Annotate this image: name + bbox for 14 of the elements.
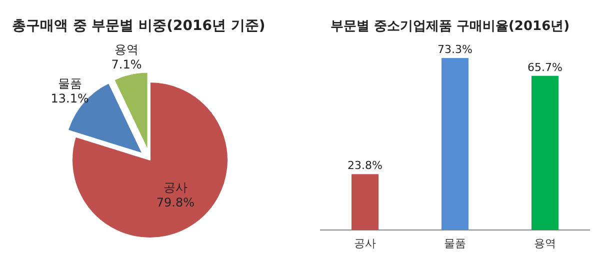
data-label: 7.1%: [111, 58, 142, 72]
data-label: 23.8%: [348, 159, 382, 172]
x-tick-label: 물품: [444, 237, 466, 250]
slice-label: 용역: [114, 42, 139, 57]
chart-title: 총구매액 중 부문별 비중(2016년 기준): [12, 18, 266, 34]
data-label: 73.3%: [438, 43, 472, 56]
slice-label: 공사: [163, 180, 188, 195]
chart-title: 부문별 중소기업제품 구매비율(2016년): [330, 19, 570, 34]
slice-label: 물품: [58, 76, 82, 91]
data-label: 79.8%: [156, 196, 194, 210]
x-tick-label: 용역: [534, 237, 556, 250]
x-tick-label: 공사: [354, 237, 376, 250]
data-label: 65.7%: [528, 60, 562, 74]
data-label: 13.1%: [50, 92, 89, 106]
